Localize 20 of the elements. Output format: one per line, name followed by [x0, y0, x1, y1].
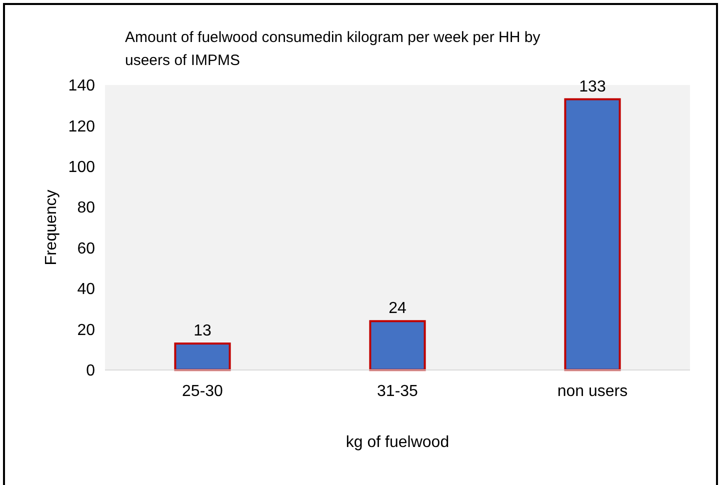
x-tick-label: 31-35: [377, 383, 418, 400]
bar: [564, 98, 621, 371]
y-tick-label: 100: [68, 159, 96, 176]
y-axis-title: Frequency: [43, 190, 60, 266]
bar: [174, 342, 231, 371]
y-tick-label: 120: [68, 118, 96, 136]
y-tick-label: 0: [86, 362, 96, 380]
x-tick-label: 25-30: [182, 383, 224, 400]
data-label: 13: [194, 322, 212, 340]
y-tick-label: 20: [77, 322, 96, 339]
y-tick-label: 40: [77, 281, 96, 298]
y-tick-label: 140: [68, 78, 96, 95]
data-label: 24: [388, 300, 406, 318]
y-tick-label: 80: [77, 200, 96, 217]
chart-title: Amount of fuelwood consumedin kilogram per week per HH by useers of IMPMS: [125, 29, 541, 69]
y-tick-label: 60: [77, 240, 96, 258]
bar: [369, 320, 426, 371]
x-axis-title: kg of fuelwood: [346, 434, 450, 451]
x-tick-label: non users: [557, 383, 628, 400]
data-label: 133: [579, 78, 606, 96]
